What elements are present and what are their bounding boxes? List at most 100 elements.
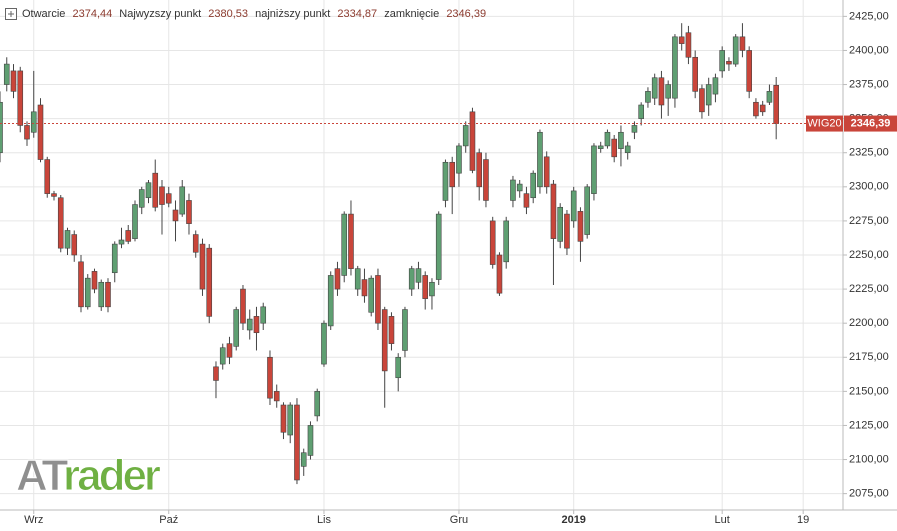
open-label: Otwarcie xyxy=(22,8,65,20)
y-tick-label: 2200,00 xyxy=(849,317,889,329)
candle-body xyxy=(300,452,307,467)
candle-body xyxy=(537,131,543,188)
candle-body xyxy=(564,213,570,249)
candle-body xyxy=(213,366,219,381)
candle-body xyxy=(17,70,24,126)
candle-body xyxy=(516,183,523,192)
candle-body xyxy=(624,145,631,154)
candle-body xyxy=(327,275,334,327)
y-tick-label: 2375,00 xyxy=(849,78,889,90)
candle-body xyxy=(429,281,435,297)
candle-body xyxy=(246,318,253,331)
candle-body xyxy=(577,211,584,242)
y-tick-label: 2300,00 xyxy=(849,181,889,193)
candle-body xyxy=(692,56,698,92)
candle-body xyxy=(584,186,590,235)
candle-body xyxy=(638,104,644,119)
candle-body xyxy=(361,279,368,297)
candle-body xyxy=(665,84,671,99)
candle-body xyxy=(368,277,375,313)
candle-body xyxy=(24,125,30,140)
candle-body xyxy=(57,197,64,249)
candle-body xyxy=(98,281,105,308)
candle-body xyxy=(354,268,361,290)
y-tick-label: 2275,00 xyxy=(849,215,889,227)
candle-body xyxy=(0,101,3,154)
candle-body xyxy=(388,316,395,344)
x-tick-label: Gru xyxy=(450,514,468,526)
candle-body xyxy=(557,206,564,242)
x-tick-label: 2019 xyxy=(561,514,585,526)
last-value: 2346,39 xyxy=(851,117,891,129)
candle-body xyxy=(422,275,429,299)
candle-body xyxy=(435,213,442,280)
candle-body xyxy=(712,77,719,95)
candle-body xyxy=(125,230,132,242)
candle-body xyxy=(651,77,658,99)
candle-body xyxy=(44,159,51,194)
y-tick-label: 2150,00 xyxy=(849,385,889,397)
candle-body xyxy=(321,322,327,365)
header: Otwarcie 2374,44 Najwyzszy punkt 2380,53… xyxy=(22,8,486,20)
grid xyxy=(0,0,843,510)
candle-body xyxy=(503,220,510,263)
candle-body xyxy=(152,172,159,208)
logo-at: AT xyxy=(16,451,69,500)
y-tick-label: 2425,00 xyxy=(849,10,889,22)
close-label: zamknięcie xyxy=(384,8,439,20)
y-tick-label: 2400,00 xyxy=(849,44,889,56)
logo-rader: rader xyxy=(63,451,161,500)
x-tick-label: Lis xyxy=(317,514,332,526)
close-value: 2346,39 xyxy=(446,8,486,20)
low-label: najniższy punkt xyxy=(255,8,330,20)
candle-body xyxy=(314,391,321,417)
candle-body xyxy=(91,271,98,290)
candle-body xyxy=(732,36,739,65)
candle-body xyxy=(111,243,118,274)
candle-body xyxy=(672,36,678,99)
y-tick-label: 2075,00 xyxy=(849,488,889,500)
y-tick-label: 2225,00 xyxy=(849,283,889,295)
candle-body xyxy=(631,125,638,133)
header-icon[interactable] xyxy=(5,8,17,20)
candle-body xyxy=(219,347,226,365)
candle-body xyxy=(240,288,246,324)
candle-body xyxy=(746,50,752,92)
x-tick-label: 19 xyxy=(797,514,809,526)
open-value: 2374,44 xyxy=(72,8,112,20)
candle-body xyxy=(132,204,138,239)
x-tick-label: Paź xyxy=(159,514,178,526)
candle-body xyxy=(483,159,489,201)
candle-body xyxy=(415,268,422,283)
high-value: 2380,53 xyxy=(208,8,248,20)
low-value: 2334,87 xyxy=(337,8,377,20)
candle-body xyxy=(145,182,152,199)
candle-body xyxy=(3,63,10,85)
candle-body xyxy=(523,193,530,208)
candle-body xyxy=(64,230,71,249)
candle-body xyxy=(753,101,759,117)
candle-body xyxy=(294,404,300,481)
candle-body xyxy=(30,111,37,133)
candle-body xyxy=(233,309,240,347)
candle-body xyxy=(759,104,766,113)
candle-body xyxy=(273,391,280,402)
logo: ATrader xyxy=(16,451,161,500)
candle-body xyxy=(78,261,84,308)
last-name-tag xyxy=(806,115,843,132)
y-tick-label: 2125,00 xyxy=(849,419,889,431)
candle-body xyxy=(550,183,557,239)
candle-body xyxy=(341,213,348,276)
candle-body xyxy=(348,213,354,269)
candle-body xyxy=(287,404,294,436)
candle-body xyxy=(206,247,213,317)
candle-body xyxy=(199,243,206,290)
candle-body xyxy=(118,239,125,245)
candle-body xyxy=(165,193,172,204)
candle-body xyxy=(192,234,199,253)
candle-body xyxy=(449,161,456,188)
candle-body xyxy=(658,77,665,106)
candle-body xyxy=(597,145,604,149)
